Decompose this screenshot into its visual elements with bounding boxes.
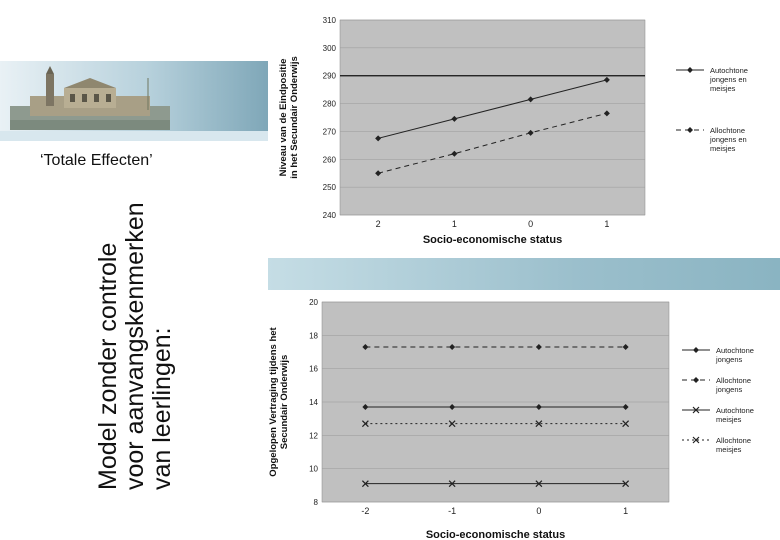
data-point bbox=[361, 480, 369, 488]
data-point bbox=[361, 420, 369, 428]
x-tick-label: 1 bbox=[623, 506, 628, 516]
vertical-line-2: voor aanvangskenmerken bbox=[121, 202, 149, 490]
legend-label: meisjes bbox=[716, 445, 742, 454]
vertical-description: Model zonder controle voor aanvangskenme… bbox=[94, 202, 176, 490]
y-axis-label: Niveau van de Eindpositie bbox=[278, 59, 289, 177]
y-tick-label: 260 bbox=[323, 155, 337, 164]
legend-label: jongens en bbox=[709, 75, 747, 84]
y-tick-label: 290 bbox=[323, 72, 337, 81]
data-point bbox=[375, 170, 382, 177]
legend-marker bbox=[687, 127, 693, 133]
legend-label: Allochtone bbox=[710, 126, 745, 135]
university-building-illustration bbox=[10, 66, 170, 130]
y-axis-label: in het Secundair Onderwijs bbox=[289, 56, 300, 178]
data-point bbox=[448, 420, 456, 428]
y-tick-label: 300 bbox=[323, 44, 337, 53]
data-point bbox=[449, 344, 456, 350]
legend-marker bbox=[692, 436, 700, 444]
data-point bbox=[362, 344, 369, 350]
legend-label: Allochtone bbox=[716, 376, 751, 385]
data-point bbox=[362, 404, 369, 410]
data-point bbox=[535, 344, 542, 350]
data-point bbox=[622, 420, 630, 428]
x-tick-label: 1 bbox=[452, 219, 457, 229]
y-tick-label: 10 bbox=[309, 465, 318, 474]
data-point bbox=[603, 110, 610, 117]
legend-label: Autochtone bbox=[710, 66, 748, 75]
x-tick-label: 0 bbox=[528, 219, 533, 229]
legend-label: jongens bbox=[715, 385, 743, 394]
data-point bbox=[375, 135, 382, 142]
data-point bbox=[448, 480, 456, 488]
y-axis-label: Opgelopen Vertraging tijdens het bbox=[268, 326, 279, 476]
data-point bbox=[535, 480, 543, 488]
legend-label: jongens en bbox=[709, 135, 747, 144]
x-tick-label: 0 bbox=[536, 506, 541, 516]
y-tick-label: 16 bbox=[309, 365, 318, 374]
data-point bbox=[622, 344, 629, 350]
legend-marker bbox=[692, 406, 700, 414]
y-tick-label: 20 bbox=[309, 298, 318, 307]
legend-label: Autochtone bbox=[716, 406, 754, 415]
x-tick-label: -2 bbox=[361, 506, 369, 516]
y-tick-label: 250 bbox=[323, 183, 337, 192]
legend-label: meisjes bbox=[710, 144, 736, 153]
legend-label: Allochtone bbox=[716, 436, 751, 445]
y-tick-label: 240 bbox=[323, 211, 337, 220]
legend-marker bbox=[693, 377, 699, 383]
x-axis-label: Socio-economische status bbox=[423, 234, 562, 246]
x-axis-label: Socio-economische status bbox=[426, 529, 565, 540]
data-point bbox=[451, 115, 458, 122]
vertical-line-3: van leerlingen: bbox=[148, 327, 176, 490]
y-tick-label: 14 bbox=[309, 398, 318, 407]
data-point bbox=[527, 96, 534, 103]
data-point bbox=[535, 420, 543, 428]
vertical-line-1: Model zonder controle bbox=[94, 242, 122, 490]
data-point bbox=[603, 76, 610, 83]
y-tick-label: 270 bbox=[323, 127, 337, 136]
x-tick-label: 1 bbox=[604, 219, 609, 229]
data-point bbox=[622, 480, 630, 488]
slide-title: ‘Totale Effecten’ bbox=[40, 152, 153, 169]
series-line bbox=[378, 112, 607, 174]
legend-marker bbox=[693, 347, 699, 353]
x-tick-label: -1 bbox=[448, 506, 456, 516]
header-band-shadow bbox=[0, 131, 268, 141]
y-tick-label: 18 bbox=[309, 331, 318, 340]
middle-band bbox=[268, 258, 780, 290]
series-line bbox=[378, 79, 607, 139]
y-tick-label: 280 bbox=[323, 100, 337, 109]
data-point bbox=[449, 404, 456, 410]
legend-label: meisjes bbox=[716, 415, 742, 424]
plot-area bbox=[339, 19, 646, 216]
legend-label: meisjes bbox=[710, 84, 736, 93]
data-point bbox=[527, 129, 534, 136]
data-point bbox=[535, 404, 542, 410]
legend-marker bbox=[687, 67, 693, 73]
x-tick-label: 2 bbox=[376, 219, 381, 229]
y-tick-label: 12 bbox=[309, 431, 318, 440]
y-axis-label: Secundair Onderwijs bbox=[279, 355, 290, 450]
legend-label: Autochtone bbox=[716, 346, 754, 355]
legend-label: jongens bbox=[715, 355, 743, 364]
data-point bbox=[451, 150, 458, 157]
data-point bbox=[622, 404, 629, 410]
y-tick-label: 8 bbox=[314, 498, 319, 507]
y-tick-label: 310 bbox=[323, 16, 337, 25]
